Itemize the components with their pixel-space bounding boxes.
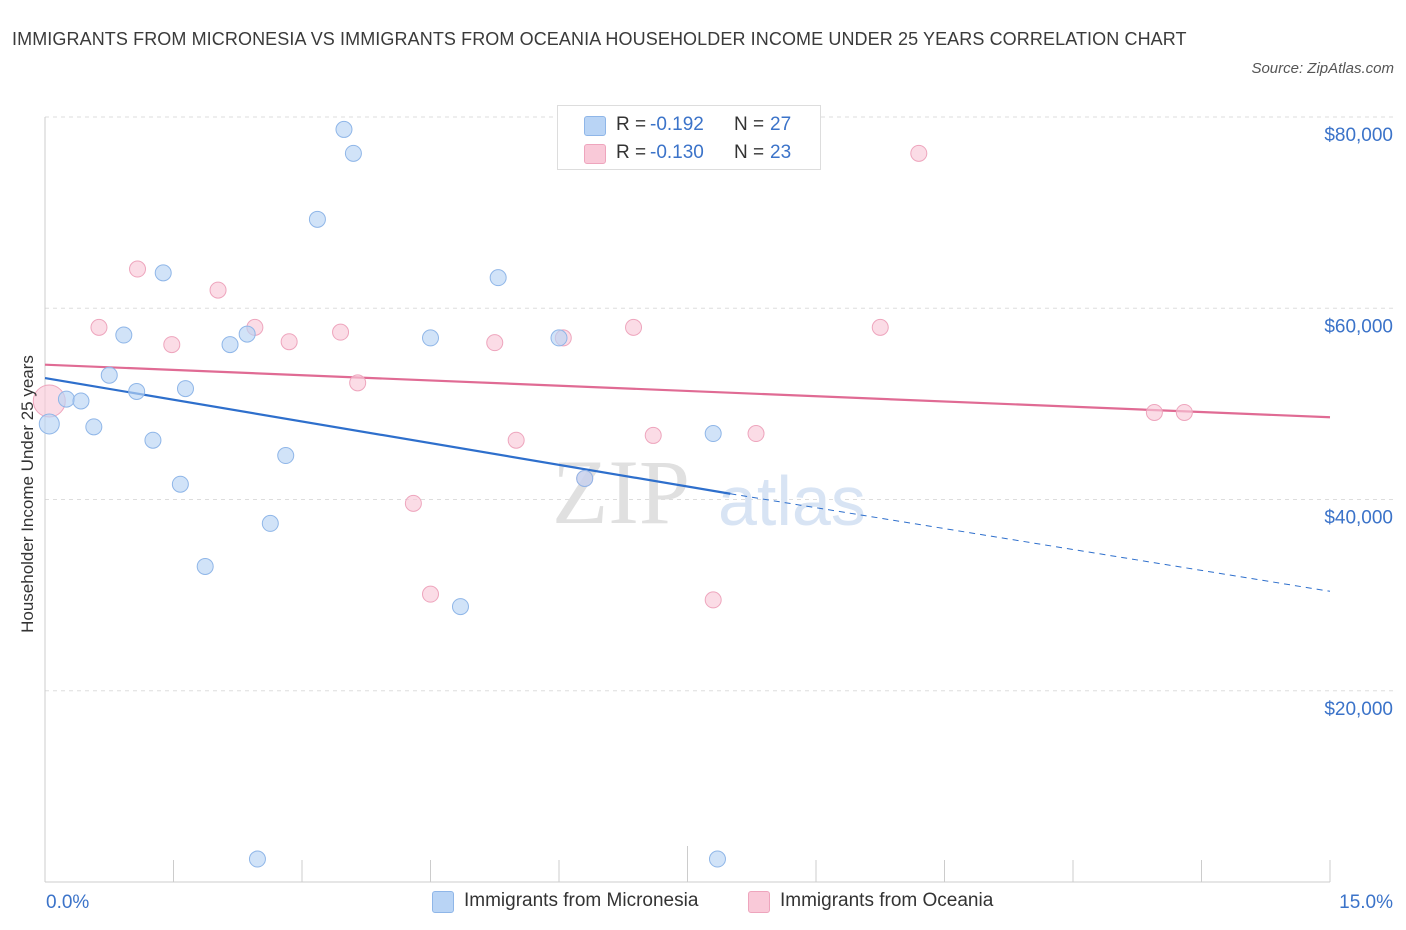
tick-labels: $20,000 $40,000 $60,000 $80,000 0.0% 15.0% [46, 125, 1393, 913]
data-point-micronesia [144, 431, 162, 449]
data-point-oceania [1175, 403, 1193, 421]
data-point-micronesia [451, 598, 469, 616]
data-point-micronesia [344, 144, 362, 162]
data-point-micronesia [308, 210, 326, 228]
data-point-micronesia [489, 269, 507, 287]
data-point-oceania [486, 334, 504, 352]
r-value-micronesia: -0.192 [650, 114, 704, 135]
data-point-micronesia [57, 390, 75, 408]
data-point-oceania [209, 281, 227, 299]
data-point-oceania [90, 318, 108, 336]
data-point-oceania [129, 260, 147, 278]
data-point-micronesia [196, 557, 214, 575]
data-point-oceania [747, 425, 765, 443]
data-point-oceania [871, 318, 889, 336]
y-axis-label: Householder Income Under 25 years [18, 355, 37, 633]
data-point-micronesia [221, 336, 239, 354]
trend-lines [44, 363, 1331, 592]
data-point-micronesia [85, 418, 103, 436]
data-point-oceania [280, 333, 298, 351]
oceania-swatch [748, 891, 770, 913]
data-point-micronesia [128, 382, 146, 400]
n-label: N = [734, 114, 765, 135]
r-label: R = [616, 142, 647, 163]
micronesia-swatch [584, 116, 606, 136]
source-label: Source: ZipAtlas.com [1251, 60, 1394, 77]
y-tick-label: $40,000 [1324, 508, 1393, 529]
data-point-micronesia [576, 469, 594, 487]
data-point-micronesia [704, 425, 722, 443]
data-point-oceania [704, 591, 722, 609]
trend-line-micronesia [44, 376, 731, 495]
n-value-oceania: 23 [770, 142, 792, 163]
grid-lines [45, 116, 1396, 692]
data-point-micronesia [38, 413, 60, 435]
trend-line-micronesia-extension [730, 493, 1331, 592]
data-point-micronesia [238, 325, 256, 343]
y-tick-label: $60,000 [1324, 316, 1393, 337]
data-point-micronesia [277, 447, 295, 465]
data-point-micronesia [171, 475, 189, 493]
data-point-micronesia [154, 264, 172, 282]
chart-title: IMMIGRANTS FROM MICRONESIA VS IMMIGRANTS… [12, 29, 1187, 49]
axes [44, 117, 1331, 883]
data-point-micronesia [550, 329, 568, 347]
watermark-zip: ZIP [552, 441, 690, 543]
y-tick-label: $20,000 [1324, 699, 1393, 720]
bottom-legend-label: Immigrants from Micronesia [464, 890, 699, 911]
data-point-oceania [507, 431, 525, 449]
data-point-oceania [404, 494, 422, 512]
data-point-micronesia [115, 326, 133, 344]
data-point-oceania [163, 336, 181, 354]
x-tick-label: 0.0% [46, 892, 89, 913]
micronesia-swatch [432, 891, 454, 913]
data-point-micronesia [100, 366, 118, 384]
data-point-oceania [625, 318, 643, 336]
data-point-oceania [422, 585, 439, 603]
correlation-legend: R = -0.192 N = 27 R = -0.130 N = 23 [557, 105, 821, 170]
data-point-oceania [910, 144, 928, 162]
n-value-micronesia: 27 [770, 114, 792, 135]
n-label: N = [734, 142, 765, 163]
data-point-micronesia [176, 380, 194, 398]
trend-line-oceania [44, 363, 1331, 419]
data-point-micronesia [72, 392, 90, 410]
watermark-atlas: atlas [718, 462, 866, 540]
data-point-micronesia [422, 329, 439, 347]
data-point-oceania [349, 374, 367, 392]
data-point-oceania [1145, 403, 1163, 421]
data-point-oceania [332, 323, 350, 341]
bottom-legend-label: Immigrants from Oceania [780, 890, 994, 911]
data-point-oceania [644, 426, 662, 444]
data-point-micronesia [248, 850, 266, 868]
data-point-micronesia [261, 514, 279, 532]
data-point-micronesia [335, 120, 353, 138]
y-tick-label: $80,000 [1324, 125, 1393, 146]
r-label: R = [616, 114, 647, 135]
data-point-micronesia [708, 850, 726, 868]
data-points [32, 120, 1193, 868]
watermark: ZIP atlas [552, 441, 866, 543]
x-tick-label: 15.0% [1339, 892, 1393, 913]
r-value-oceania: -0.130 [650, 142, 704, 163]
oceania-swatch [584, 144, 606, 164]
